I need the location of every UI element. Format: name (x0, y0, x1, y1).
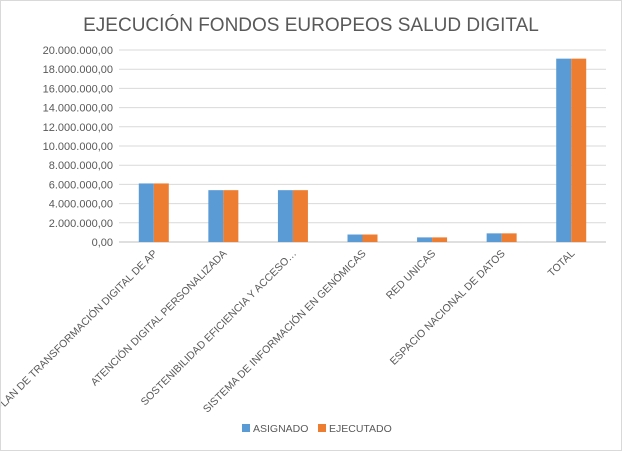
legend: ASIGNADO EJECUTADO (242, 423, 392, 435)
y-tick-label: 12.000.000,00 (43, 122, 113, 134)
y-tick-label: 16.000.000,00 (43, 83, 113, 95)
bar-ejecutado-6 (571, 58, 587, 242)
bar-asignado-0 (138, 183, 154, 242)
gridlines (119, 49, 606, 243)
y-tick-label: 4.000.000,00 (49, 199, 113, 211)
bar-asignado-5 (486, 233, 502, 242)
bar-ejecutado-3 (362, 234, 378, 242)
y-tick-label: 14.000.000,00 (43, 103, 113, 115)
x-axis-category-labels: PLAN DE TRANSFORMACIÓN DIGITAL DE APATEN… (1, 247, 577, 415)
y-tick-label: 0,00 (92, 237, 113, 249)
legend-label-ejecutado: EJECUTADO (329, 423, 392, 435)
bar-ejecutado-2 (292, 190, 308, 242)
y-tick-label: 20.000.000,00 (43, 45, 113, 57)
x-category-label: SISTEMA DE INFORMACIÓN EN GENÓMICAS (200, 247, 368, 415)
bar-ejecutado-4 (432, 237, 448, 242)
y-tick-label: 6.000.000,00 (49, 179, 113, 191)
legend-swatch-asignado (242, 424, 250, 432)
bar-ejecutado-5 (501, 233, 517, 242)
x-category-label: PLAN DE TRANSFORMACIÓN DIGITAL DE AP (1, 247, 160, 414)
x-category-label: TOTAL (546, 248, 578, 280)
bar-asignado-3 (347, 234, 363, 242)
y-tick-label: 2.000.000,00 (49, 218, 113, 230)
x-category-label: SOSTENIBILIDAD EFICIENCIA Y ACCESO… (139, 248, 299, 408)
bar-asignado-1 (208, 190, 224, 242)
x-category-label: RED UNICAS (384, 248, 438, 302)
legend-label-asignado: ASIGNADO (253, 423, 308, 435)
x-category-label: ESPACIO NACIONAL DE DATOS (388, 248, 508, 368)
bar-ejecutado-0 (153, 183, 169, 242)
bar-asignado-2 (277, 190, 293, 242)
y-tick-label: 10.000.000,00 (43, 141, 113, 153)
y-tick-label: 8.000.000,00 (49, 160, 113, 172)
y-tick-label: 18.000.000,00 (43, 64, 113, 76)
bar-ejecutado-1 (223, 190, 239, 242)
x-category-label: ATENCIÓN DIGITAL PERSONALIZADA (88, 247, 229, 388)
y-axis-tick-labels: 0,00 2.000.000,00 4.000.000,00 6.000.000,00… (43, 45, 113, 249)
legend-swatch-ejecutado (318, 424, 326, 432)
chart-title: EJECUCIÓN FONDOS EUROPEOS SALUD DIGITAL (83, 14, 539, 36)
bar-asignado-6 (556, 58, 572, 242)
bar-asignado-4 (417, 237, 433, 242)
bars (138, 58, 587, 242)
